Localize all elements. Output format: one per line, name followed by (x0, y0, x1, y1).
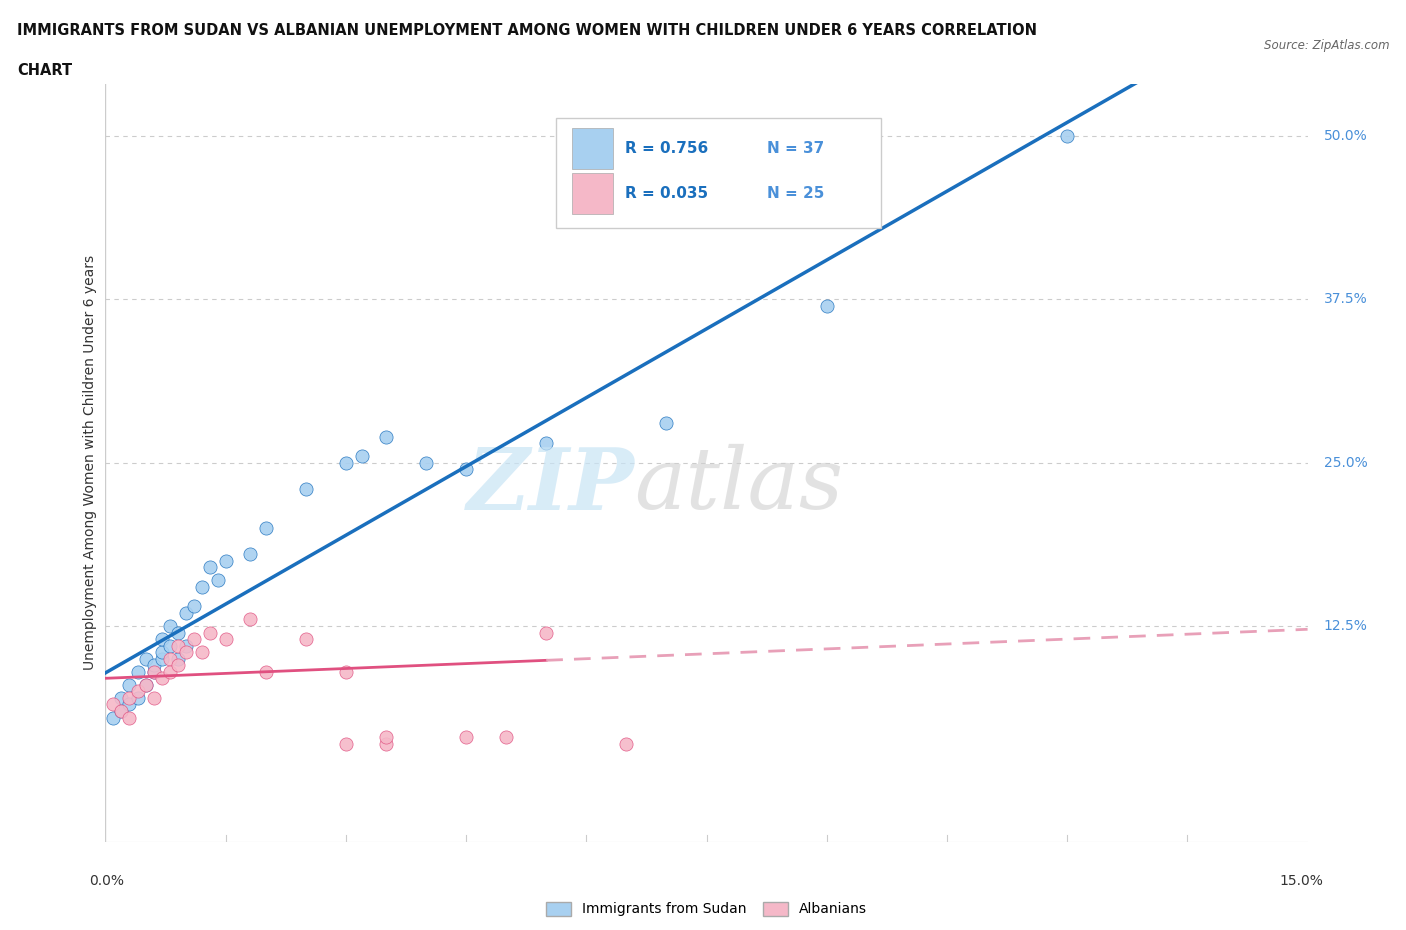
Point (335, 456, 357, 471)
Point (127, 684, 149, 698)
Point (159, 618, 181, 633)
Text: N = 37: N = 37 (766, 140, 824, 155)
Legend: Immigrants from Sudan, Albanians: Immigrants from Sudan, Albanians (540, 896, 873, 922)
Point (239, 612, 262, 627)
Point (655, 416, 678, 431)
Y-axis label: Unemployment Among Women with Children Under 6 years: Unemployment Among Women with Children U… (83, 255, 97, 671)
Point (295, 631, 318, 646)
Point (159, 651, 181, 666)
Point (335, 664, 357, 679)
Text: IMMIGRANTS FROM SUDAN VS ALBANIAN UNEMPLOYMENT AMONG WOMEN WITH CHILDREN UNDER 6: IMMIGRANTS FROM SUDAN VS ALBANIAN UNEMPL… (17, 23, 1036, 38)
Text: 50.0%: 50.0% (1323, 129, 1368, 143)
Point (150, 644, 173, 659)
Point (118, 697, 141, 711)
Point (454, 462, 477, 477)
Point (174, 605, 197, 620)
Point (374, 730, 398, 745)
Point (166, 638, 188, 653)
Text: 12.5%: 12.5% (1323, 619, 1368, 633)
Point (183, 599, 205, 614)
Point (159, 638, 181, 653)
Point (127, 664, 149, 679)
Point (495, 730, 517, 745)
Text: 37.5%: 37.5% (1323, 292, 1368, 306)
Point (166, 658, 188, 672)
Point (815, 299, 838, 313)
Point (295, 482, 318, 497)
Point (534, 435, 557, 450)
Point (214, 553, 236, 568)
Point (174, 638, 197, 653)
Point (150, 671, 173, 685)
Point (534, 625, 557, 640)
FancyBboxPatch shape (572, 173, 613, 214)
Text: N = 25: N = 25 (766, 186, 824, 201)
Point (335, 737, 357, 751)
Point (118, 690, 141, 705)
Point (159, 664, 181, 679)
Point (254, 521, 277, 536)
Text: atlas: atlas (634, 445, 844, 526)
Text: ZIP: ZIP (467, 444, 634, 527)
Point (350, 448, 373, 463)
Point (183, 631, 205, 646)
Point (110, 690, 132, 705)
Text: Source: ZipAtlas.com: Source: ZipAtlas.com (1264, 39, 1389, 52)
Text: 25.0%: 25.0% (1323, 456, 1368, 470)
Point (166, 651, 188, 666)
Point (616, 737, 638, 751)
Point (190, 579, 212, 594)
Point (127, 690, 149, 705)
Point (1056, 128, 1078, 143)
Point (103, 711, 125, 725)
Point (150, 631, 173, 646)
Point (454, 730, 477, 745)
Point (110, 703, 132, 718)
Point (135, 677, 157, 692)
Point (207, 573, 229, 588)
Point (142, 658, 165, 672)
Text: 15.0%: 15.0% (1279, 874, 1323, 888)
Point (142, 664, 165, 679)
Point (150, 651, 173, 666)
Point (174, 644, 197, 659)
Text: CHART: CHART (17, 63, 72, 78)
Point (118, 677, 141, 692)
Point (110, 703, 132, 718)
FancyBboxPatch shape (557, 118, 880, 228)
Point (374, 737, 398, 751)
Point (415, 456, 437, 471)
Point (239, 547, 262, 562)
Point (142, 690, 165, 705)
Point (198, 560, 221, 575)
Point (135, 651, 157, 666)
Text: 0.0%: 0.0% (90, 874, 124, 888)
Point (135, 677, 157, 692)
Point (214, 631, 236, 646)
Point (254, 664, 277, 679)
Point (198, 625, 221, 640)
Point (118, 711, 141, 725)
Point (190, 644, 212, 659)
Text: R = 0.035: R = 0.035 (624, 186, 707, 201)
Point (166, 625, 188, 640)
Text: R = 0.756: R = 0.756 (624, 140, 709, 155)
Point (142, 664, 165, 679)
FancyBboxPatch shape (572, 127, 613, 168)
Point (103, 697, 125, 711)
Point (374, 429, 398, 444)
